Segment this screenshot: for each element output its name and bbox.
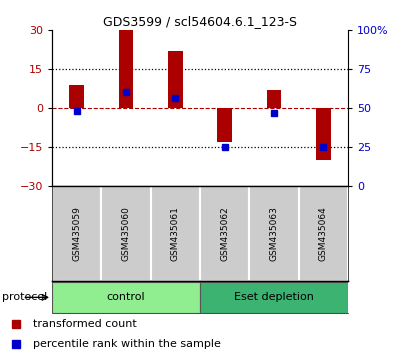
Text: Eset depletion: Eset depletion xyxy=(234,292,314,302)
Text: GSM435064: GSM435064 xyxy=(319,206,328,261)
Bar xyxy=(151,186,200,281)
Bar xyxy=(52,282,200,313)
Text: control: control xyxy=(107,292,145,302)
Bar xyxy=(118,30,133,108)
Text: GSM435063: GSM435063 xyxy=(270,206,278,261)
Text: GSM435062: GSM435062 xyxy=(220,206,229,261)
Bar xyxy=(69,85,84,108)
Bar xyxy=(299,186,348,281)
Bar xyxy=(200,282,348,313)
Text: transformed count: transformed count xyxy=(34,319,137,329)
Bar xyxy=(249,186,299,281)
Bar xyxy=(266,90,281,108)
Bar xyxy=(101,186,151,281)
Bar xyxy=(168,51,183,108)
Bar xyxy=(316,108,331,160)
Bar xyxy=(200,186,249,281)
Text: protocol: protocol xyxy=(2,292,47,302)
Text: percentile rank within the sample: percentile rank within the sample xyxy=(34,339,221,349)
Text: GSM435061: GSM435061 xyxy=(171,206,180,261)
Text: GSM435060: GSM435060 xyxy=(122,206,130,261)
Title: GDS3599 / scl54604.6.1_123-S: GDS3599 / scl54604.6.1_123-S xyxy=(103,15,297,28)
Bar xyxy=(52,186,101,281)
Text: GSM435059: GSM435059 xyxy=(72,206,81,261)
Bar xyxy=(217,108,232,142)
